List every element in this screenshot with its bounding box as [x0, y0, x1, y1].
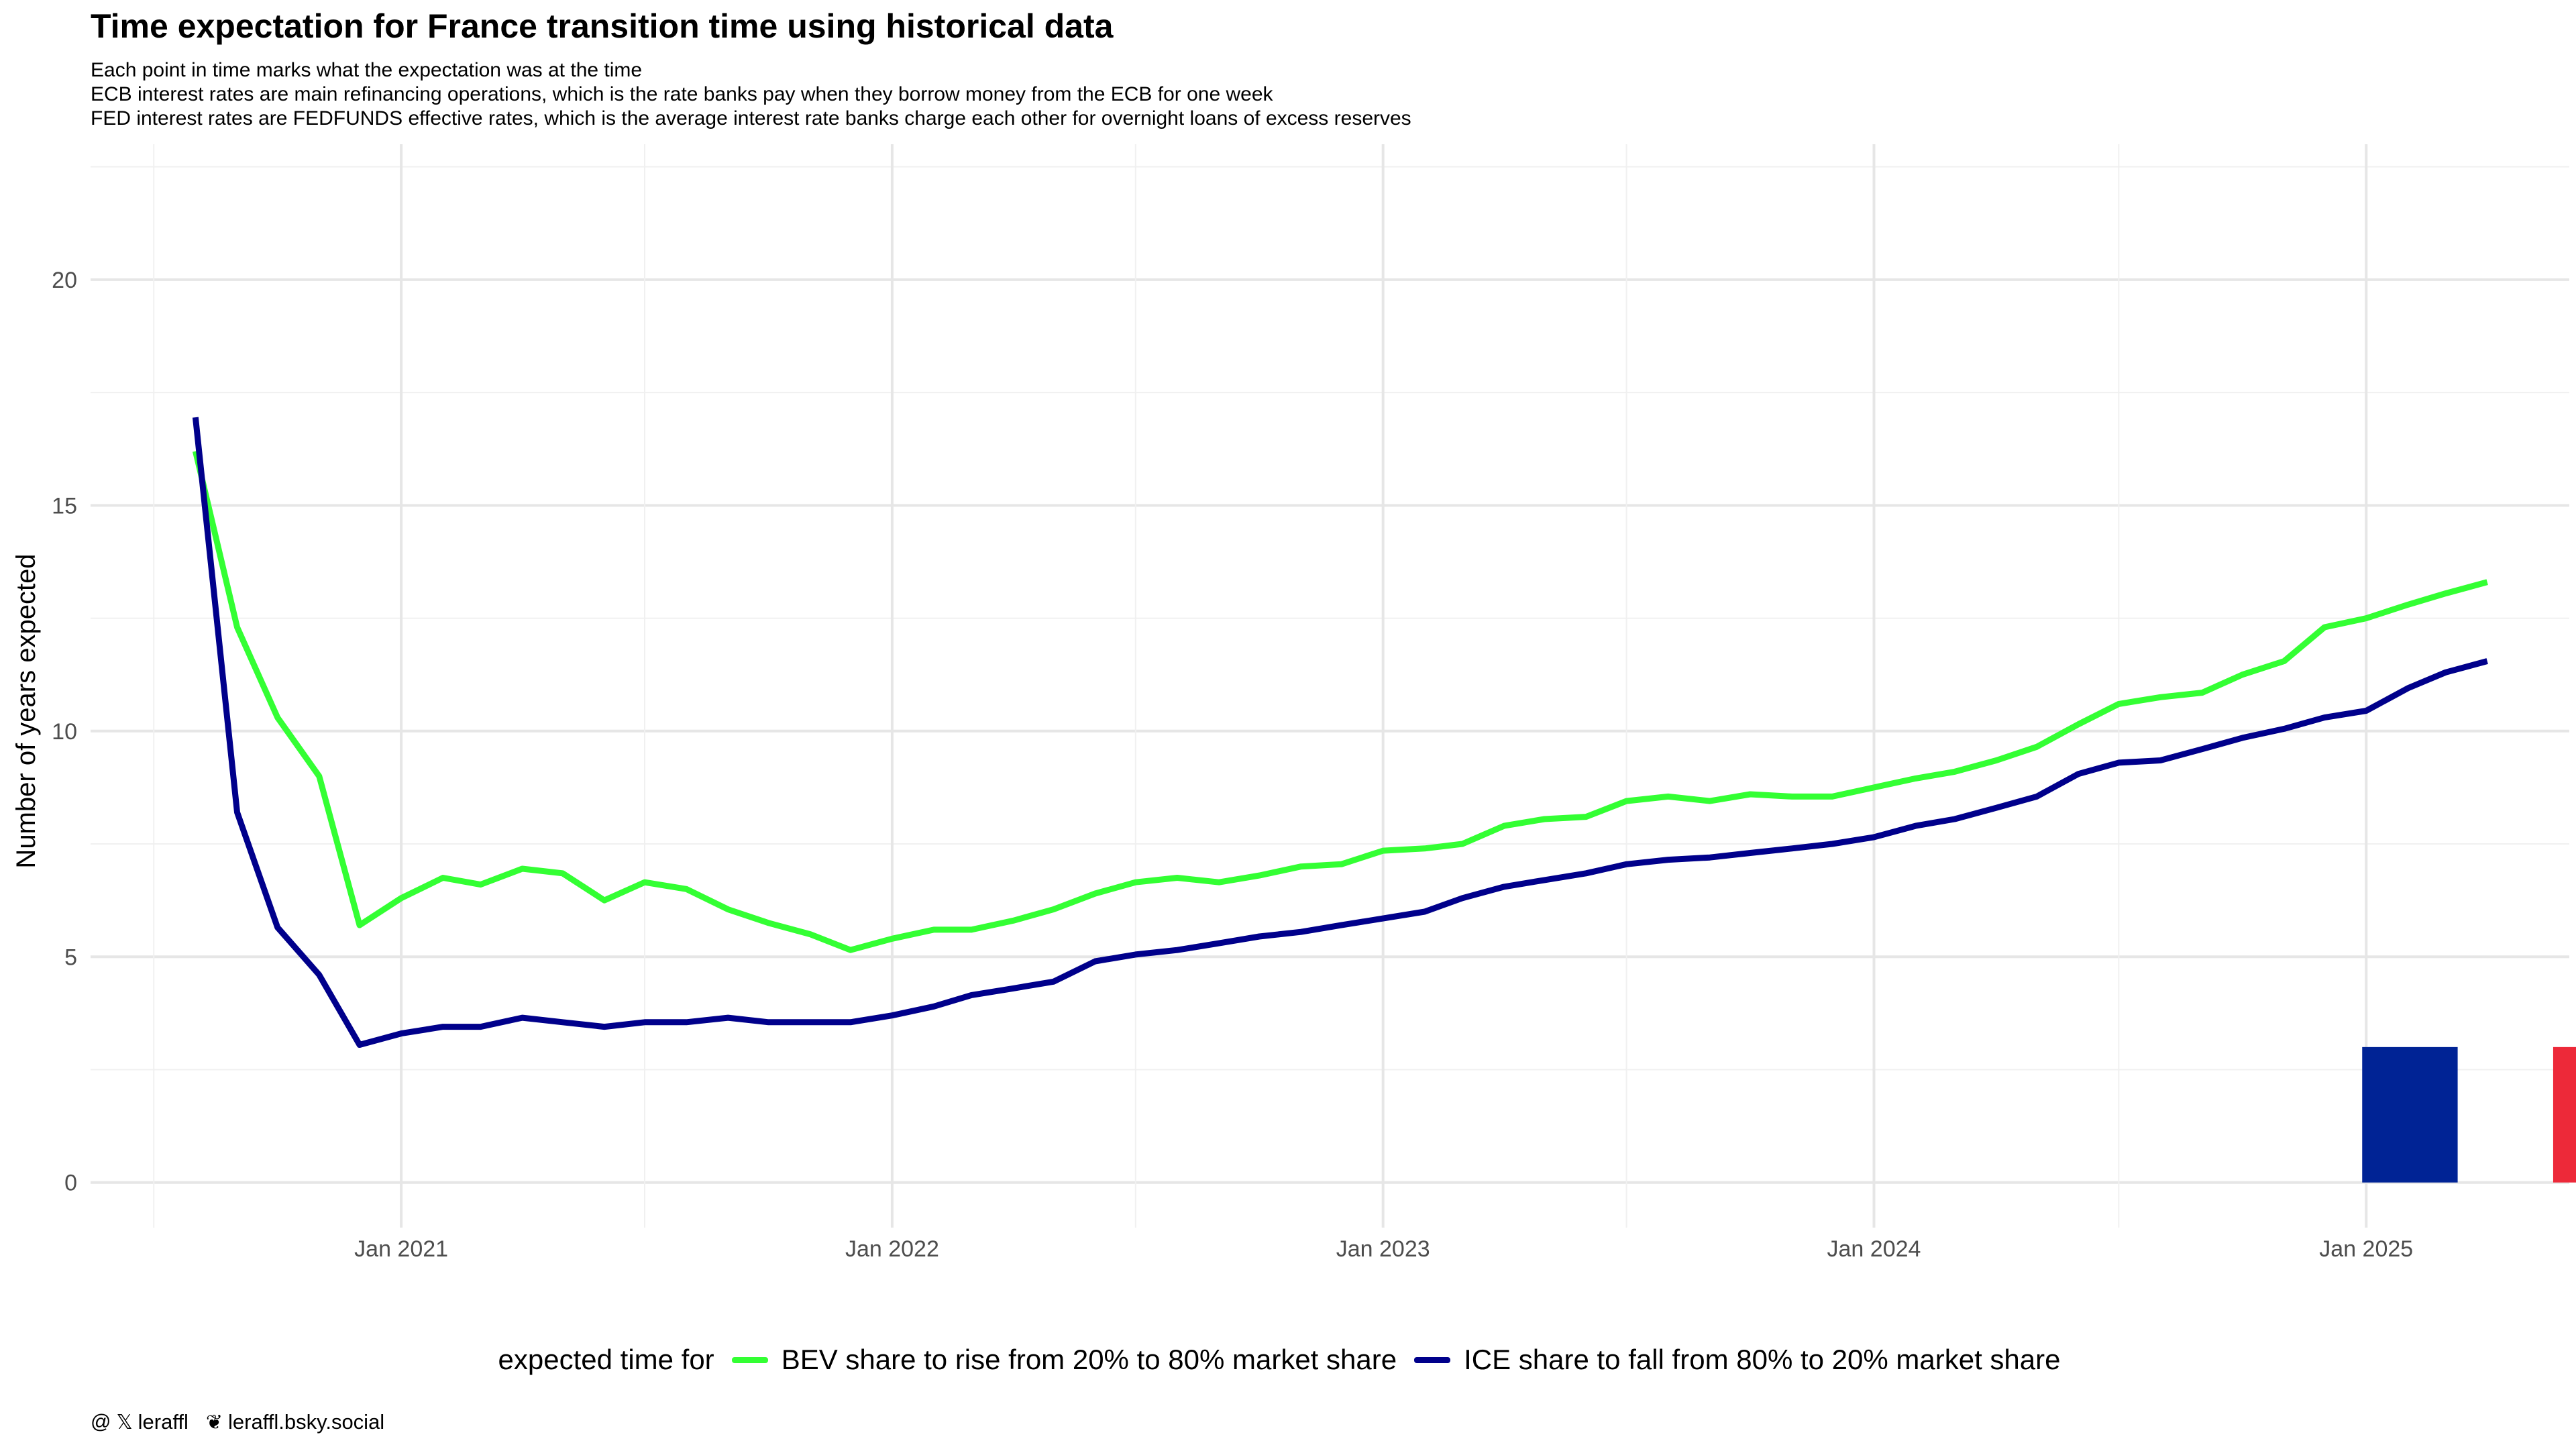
flag-red-bar: [2553, 1046, 2576, 1183]
flag-bars: [2362, 1046, 2576, 1183]
legend-label-ice: ICE share to fall from 80% to 20% market…: [1464, 1344, 2061, 1375]
legend-swatch-ice: [1414, 1356, 1451, 1363]
footer-bluesky: leraffl.bsky.social: [228, 1410, 385, 1434]
chart-subtitle-line-3: FED interest rates are FEDFUNDS effectiv…: [91, 107, 1411, 129]
x-tick-label: Jan 2024: [1827, 1236, 1921, 1262]
legend-item-ice: ICE share to fall from 80% to 20% market…: [1414, 1344, 2060, 1376]
x-tick-label: Jan 2023: [1336, 1236, 1430, 1262]
x-tick-label: Jan 2021: [354, 1236, 448, 1262]
threads-icon: @: [91, 1411, 111, 1433]
series-lines: [192, 417, 2488, 1048]
legend: expected time for BEV share to rise from…: [0, 1344, 2576, 1376]
axis-ticks: 0 5 10 15 20 Jan 2021 Jan 2022 Jan 2023 Jan 2024…: [52, 268, 2413, 1262]
butterfly-icon: ❦: [205, 1411, 223, 1434]
footer: @ 𝕏 leraffl ❦ leraffl.bsky.social: [91, 1410, 384, 1434]
series-line-bev: [193, 450, 2488, 953]
legend-item-bev: BEV share to rise from 20% to 80% market…: [731, 1344, 1397, 1376]
chart-subtitle-line-2: ECB interest rates are main refinancing …: [91, 83, 1273, 105]
y-tick-label: 0: [64, 1171, 77, 1196]
x-tick-label: Jan 2022: [845, 1236, 939, 1262]
x-icon: 𝕏: [116, 1411, 133, 1434]
y-tick-label: 10: [52, 719, 77, 745]
legend-label-bev: BEV share to rise from 20% to 80% market…: [781, 1344, 1397, 1375]
y-tick-label: 5: [64, 945, 77, 970]
flag-blue-bar: [2362, 1046, 2458, 1183]
chart-subtitle-line-1: Each point in time marks what the expect…: [91, 59, 643, 81]
y-tick-label: 20: [52, 268, 77, 293]
y-axis-label: Number of years expected: [11, 553, 41, 868]
series-line-ice: [192, 417, 2488, 1048]
y-tick-label: 15: [52, 493, 77, 519]
x-tick-label: Jan 2025: [2319, 1236, 2413, 1262]
legend-swatch-bev: [731, 1356, 768, 1363]
legend-title: expected time for: [498, 1344, 714, 1375]
grid: [91, 144, 2569, 1228]
footer-handle: leraffl: [138, 1410, 189, 1434]
chart-title: Time expectation for France transition t…: [91, 7, 1114, 45]
